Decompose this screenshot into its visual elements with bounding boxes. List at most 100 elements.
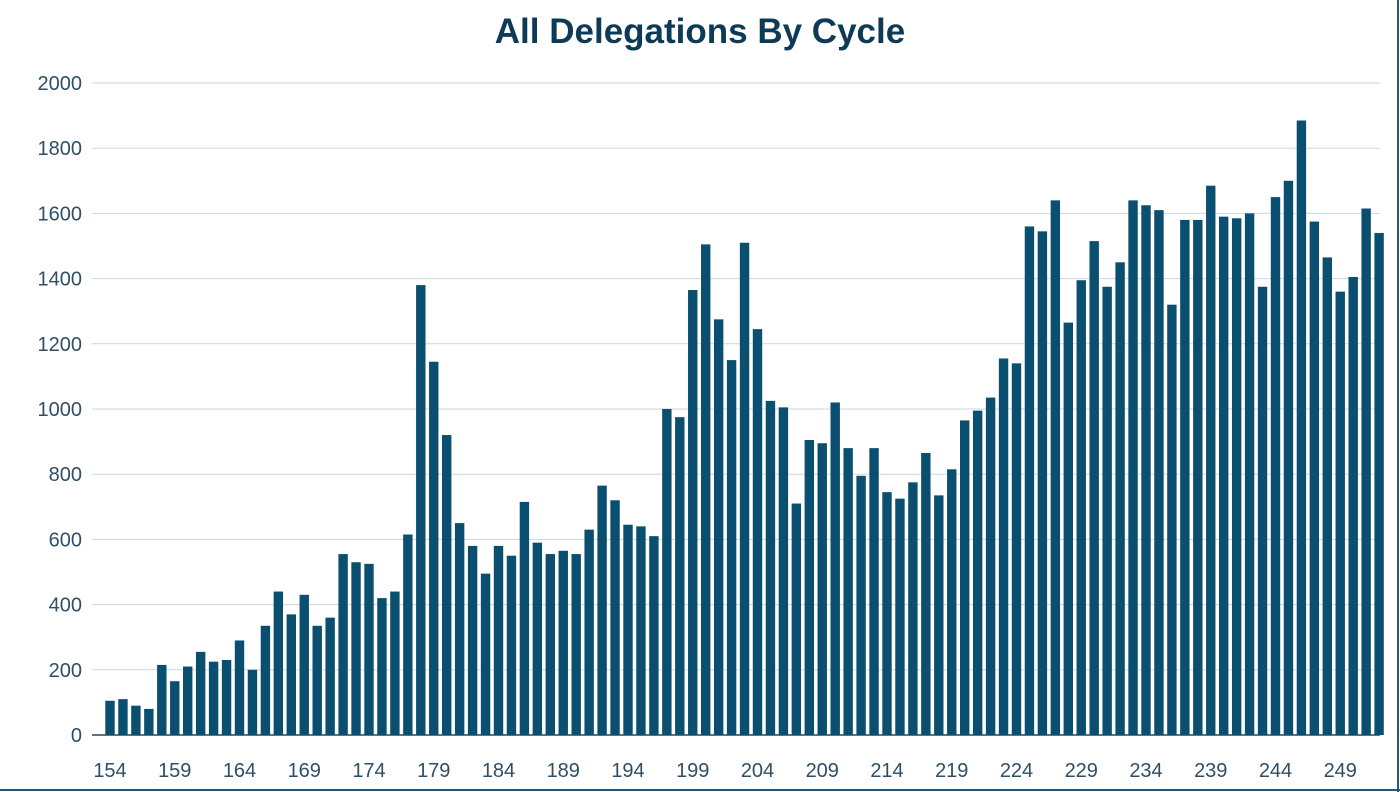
bar[interactable] [830, 402, 840, 735]
bar[interactable] [597, 485, 607, 735]
bar[interactable] [1115, 262, 1125, 735]
bar[interactable] [325, 617, 335, 735]
bar[interactable] [351, 562, 361, 735]
bar[interactable] [688, 290, 698, 735]
x-tick-label: 229 [1065, 760, 1098, 782]
bar[interactable] [1270, 197, 1281, 736]
bar[interactable] [726, 360, 737, 735]
bar[interactable] [998, 358, 1009, 735]
bar[interactable] [454, 523, 465, 735]
bar[interactable] [416, 285, 426, 735]
bar[interactable] [1206, 185, 1216, 735]
bar[interactable] [506, 555, 517, 735]
bar[interactable] [1167, 304, 1177, 735]
bar[interactable] [170, 681, 180, 735]
bar[interactable] [1037, 231, 1048, 735]
bar[interactable] [558, 550, 568, 735]
bar[interactable] [467, 545, 478, 735]
bar[interactable] [960, 420, 970, 735]
bar[interactable] [1374, 232, 1384, 735]
bar[interactable] [701, 244, 711, 735]
bar[interactable] [571, 554, 581, 735]
bar[interactable] [364, 563, 374, 735]
bar[interactable] [947, 469, 957, 735]
bar[interactable] [856, 475, 866, 735]
bar[interactable] [208, 661, 219, 735]
bar[interactable] [921, 453, 931, 735]
bar[interactable] [1102, 286, 1112, 735]
bar[interactable] [1322, 257, 1332, 735]
bar[interactable] [1076, 280, 1086, 735]
bar[interactable] [429, 361, 439, 735]
bar[interactable] [675, 417, 685, 735]
bar[interactable] [403, 534, 413, 735]
bar[interactable] [610, 500, 620, 735]
bar[interactable] [183, 666, 193, 735]
bar[interactable] [934, 495, 944, 735]
bar[interactable] [1141, 205, 1151, 735]
bar[interactable] [778, 407, 789, 735]
bar[interactable] [390, 591, 400, 735]
bar[interactable] [312, 625, 322, 735]
bar[interactable] [972, 410, 983, 735]
bar[interactable] [1348, 276, 1358, 735]
bar[interactable] [649, 536, 659, 735]
bar[interactable] [286, 614, 296, 735]
bar[interactable] [1244, 213, 1255, 735]
bar[interactable] [195, 651, 206, 735]
bar[interactable] [636, 526, 646, 735]
bar[interactable] [1089, 241, 1099, 736]
bar[interactable] [882, 492, 892, 735]
bar[interactable] [377, 598, 387, 735]
bar[interactable] [584, 529, 594, 735]
bar[interactable] [1219, 216, 1229, 735]
bar[interactable] [299, 594, 309, 735]
bar[interactable] [273, 591, 284, 735]
bar[interactable] [157, 664, 167, 735]
bar[interactable] [247, 669, 258, 735]
bar[interactable] [1361, 208, 1371, 735]
bar[interactable] [131, 705, 141, 735]
bar[interactable] [752, 329, 763, 735]
bar[interactable] [260, 625, 271, 735]
bar[interactable] [442, 435, 452, 735]
bar[interactable] [1335, 291, 1345, 735]
bar[interactable] [221, 660, 232, 735]
bar[interactable] [662, 409, 672, 735]
bar[interactable] [804, 439, 814, 735]
bar[interactable] [234, 640, 245, 735]
bar[interactable] [144, 708, 154, 735]
bar[interactable] [105, 700, 115, 735]
bar[interactable] [1024, 226, 1035, 735]
bar[interactable] [519, 501, 530, 735]
bar[interactable] [985, 397, 996, 735]
bar[interactable] [895, 498, 905, 735]
bar[interactable] [1309, 221, 1320, 736]
bar[interactable] [908, 482, 918, 735]
bar[interactable] [545, 554, 555, 735]
bar[interactable] [1257, 286, 1268, 735]
bar[interactable] [791, 503, 802, 735]
bar[interactable] [493, 545, 504, 735]
bar[interactable] [480, 573, 491, 735]
bar[interactable] [1296, 120, 1307, 736]
bar[interactable] [623, 524, 633, 735]
bar[interactable] [1180, 219, 1190, 736]
bar[interactable] [1063, 322, 1073, 735]
bar[interactable] [1011, 363, 1022, 735]
bar[interactable] [765, 400, 776, 735]
bar[interactable] [1231, 218, 1242, 736]
bar[interactable] [869, 448, 879, 735]
bar[interactable] [1050, 200, 1061, 736]
bar[interactable] [843, 448, 853, 735]
bar[interactable] [1283, 180, 1294, 736]
bar[interactable] [817, 443, 827, 735]
bar[interactable] [1154, 210, 1164, 735]
bar[interactable] [739, 242, 750, 736]
bar[interactable] [713, 319, 724, 735]
bar[interactable] [532, 542, 543, 735]
bar[interactable] [338, 554, 348, 735]
bar[interactable] [1128, 200, 1138, 736]
bar[interactable] [118, 699, 128, 735]
bar[interactable] [1193, 219, 1203, 736]
